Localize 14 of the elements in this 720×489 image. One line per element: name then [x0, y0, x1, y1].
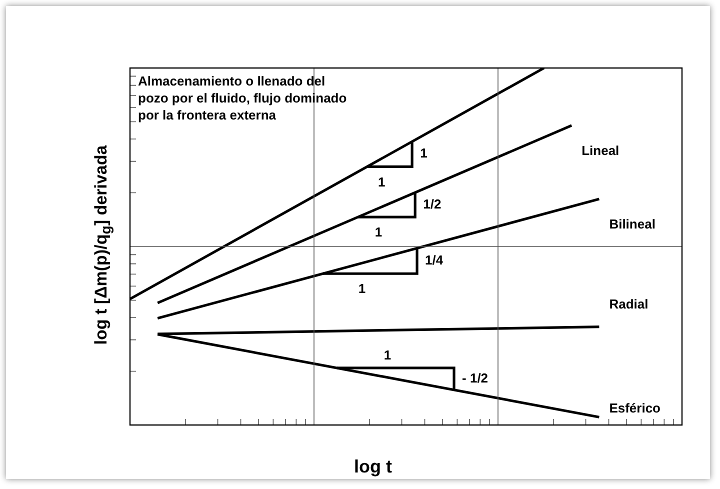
annotation: 1 [384, 348, 392, 363]
annotation: 1 [374, 224, 382, 240]
annotation: Almacenamiento o llenado del pozo por el fluido, flujo dominado por la frontera externa [138, 74, 347, 123]
x-axis-title: log t [354, 456, 392, 478]
annotation: 1/4 [425, 252, 444, 268]
series-label: Esférico [609, 400, 661, 416]
series-label: Bilineal [609, 216, 656, 232]
annotation: 1 [358, 281, 366, 296]
annotation: 1 [378, 174, 386, 190]
series-label: Radial [609, 296, 648, 312]
annotation: 1 [420, 146, 428, 161]
annotation: - 1/2 [462, 370, 488, 386]
series-label: Lineal [582, 143, 620, 158]
annotation: 1/2 [423, 196, 442, 212]
